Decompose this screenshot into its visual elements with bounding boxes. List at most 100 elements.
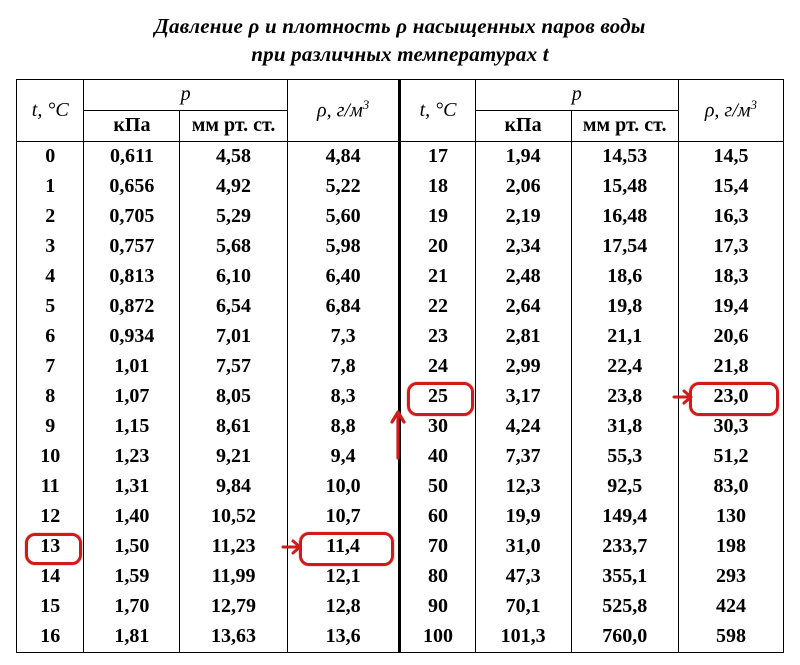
title-line-2: при различных температурах t bbox=[251, 42, 549, 66]
cell: 20,6 bbox=[678, 322, 783, 352]
cell: 0,934 bbox=[84, 322, 180, 352]
cell: 2,19 bbox=[475, 202, 571, 232]
cell: 1,94 bbox=[475, 141, 571, 172]
title-line-1: Давление ρ и плотность ρ насыщенных паро… bbox=[154, 14, 645, 38]
th-kpa-left: кПа bbox=[84, 110, 180, 141]
cell: 130 bbox=[678, 502, 783, 532]
cell: 6 bbox=[17, 322, 84, 352]
cell: 6,40 bbox=[287, 262, 400, 292]
cell: 60 bbox=[400, 502, 475, 532]
cell: 7,3 bbox=[287, 322, 400, 352]
cell: 4,84 bbox=[287, 141, 400, 172]
cell: 40 bbox=[400, 442, 475, 472]
cell: 0,705 bbox=[84, 202, 180, 232]
cell: 15,4 bbox=[678, 172, 783, 202]
cell: 19,9 bbox=[475, 502, 571, 532]
cell: 18,3 bbox=[678, 262, 783, 292]
cell: 8,3 bbox=[287, 382, 400, 412]
cell: 4,92 bbox=[180, 172, 287, 202]
cell: 1,31 bbox=[84, 472, 180, 502]
table-row: 10,6564,925,22182,0615,4815,4 bbox=[17, 172, 784, 202]
cell: 0,611 bbox=[84, 141, 180, 172]
cell: 55,3 bbox=[571, 442, 678, 472]
cell: 16 bbox=[17, 622, 84, 653]
th-p-left: p bbox=[84, 79, 287, 110]
table-row: 101,239,219,4407,3755,351,2 bbox=[17, 442, 784, 472]
th-mmhg-right: мм рт. ст. bbox=[571, 110, 678, 141]
cell: 9,4 bbox=[287, 442, 400, 472]
cell: 12,79 bbox=[180, 592, 287, 622]
cell: 1,40 bbox=[84, 502, 180, 532]
cell: 355,1 bbox=[571, 562, 678, 592]
table-wrapper: t, °C p ρ, г/м3 t, °C p ρ, г/м3 кПа мм р… bbox=[16, 79, 784, 653]
cell: 4 bbox=[17, 262, 84, 292]
cell: 1,23 bbox=[84, 442, 180, 472]
cell: 6,54 bbox=[180, 292, 287, 322]
cell: 5,68 bbox=[180, 232, 287, 262]
cell: 11,23 bbox=[180, 532, 287, 562]
cell: 2,64 bbox=[475, 292, 571, 322]
cell: 21,8 bbox=[678, 352, 783, 382]
cell: 1 bbox=[17, 172, 84, 202]
cell: 100 bbox=[400, 622, 475, 653]
table-row: 60,9347,017,3232,8121,120,6 bbox=[17, 322, 784, 352]
cell: 3,17 bbox=[475, 382, 571, 412]
table-row: 151,7012,7912,89070,1525,8424 bbox=[17, 592, 784, 622]
cell: 0,813 bbox=[84, 262, 180, 292]
cell: 50 bbox=[400, 472, 475, 502]
cell: 7,57 bbox=[180, 352, 287, 382]
cell: 2,48 bbox=[475, 262, 571, 292]
cell: 10,0 bbox=[287, 472, 400, 502]
cell: 83,0 bbox=[678, 472, 783, 502]
cell: 5,29 bbox=[180, 202, 287, 232]
cell: 2,81 bbox=[475, 322, 571, 352]
cell: 47,3 bbox=[475, 562, 571, 592]
table-row: 131,5011,2311,47031,0233,7198 bbox=[17, 532, 784, 562]
page-title: Давление ρ и плотность ρ насыщенных паро… bbox=[16, 12, 784, 69]
cell: 1,81 bbox=[84, 622, 180, 653]
cell: 424 bbox=[678, 592, 783, 622]
cell: 92,5 bbox=[571, 472, 678, 502]
cell: 2 bbox=[17, 202, 84, 232]
table-body: 00,6114,584,84171,9414,5314,510,6564,925… bbox=[17, 141, 784, 652]
cell: 12 bbox=[17, 502, 84, 532]
cell: 14,5 bbox=[678, 141, 783, 172]
cell: 17,54 bbox=[571, 232, 678, 262]
table-row: 141,5911,9912,18047,3355,1293 bbox=[17, 562, 784, 592]
cell: 1,15 bbox=[84, 412, 180, 442]
cell: 198 bbox=[678, 532, 783, 562]
cell: 0,656 bbox=[84, 172, 180, 202]
cell: 31,0 bbox=[475, 532, 571, 562]
cell: 19,4 bbox=[678, 292, 783, 322]
cell: 5,98 bbox=[287, 232, 400, 262]
cell: 8,05 bbox=[180, 382, 287, 412]
cell: 90 bbox=[400, 592, 475, 622]
table-row: 20,7055,295,60192,1916,4816,3 bbox=[17, 202, 784, 232]
cell: 0 bbox=[17, 141, 84, 172]
cell: 30,3 bbox=[678, 412, 783, 442]
cell: 12,3 bbox=[475, 472, 571, 502]
cell: 25 bbox=[400, 382, 475, 412]
cell: 17,3 bbox=[678, 232, 783, 262]
cell: 12,8 bbox=[287, 592, 400, 622]
table-row: 111,319,8410,05012,392,583,0 bbox=[17, 472, 784, 502]
th-rho-left: ρ, г/м3 bbox=[287, 79, 400, 141]
cell: 11,99 bbox=[180, 562, 287, 592]
cell: 16,3 bbox=[678, 202, 783, 232]
cell: 22,4 bbox=[571, 352, 678, 382]
cell: 51,2 bbox=[678, 442, 783, 472]
th-t-left: t, °C bbox=[17, 79, 84, 141]
table-row: 40,8136,106,40212,4818,618,3 bbox=[17, 262, 784, 292]
cell: 11 bbox=[17, 472, 84, 502]
table-row: 50,8726,546,84222,6419,819,4 bbox=[17, 292, 784, 322]
cell: 13 bbox=[17, 532, 84, 562]
cell: 13,6 bbox=[287, 622, 400, 653]
cell: 10,7 bbox=[287, 502, 400, 532]
cell: 21,1 bbox=[571, 322, 678, 352]
cell: 14 bbox=[17, 562, 84, 592]
cell: 8,8 bbox=[287, 412, 400, 442]
cell: 5,22 bbox=[287, 172, 400, 202]
vapor-table: t, °C p ρ, г/м3 t, °C p ρ, г/м3 кПа мм р… bbox=[16, 79, 784, 653]
cell: 18 bbox=[400, 172, 475, 202]
cell: 525,8 bbox=[571, 592, 678, 622]
